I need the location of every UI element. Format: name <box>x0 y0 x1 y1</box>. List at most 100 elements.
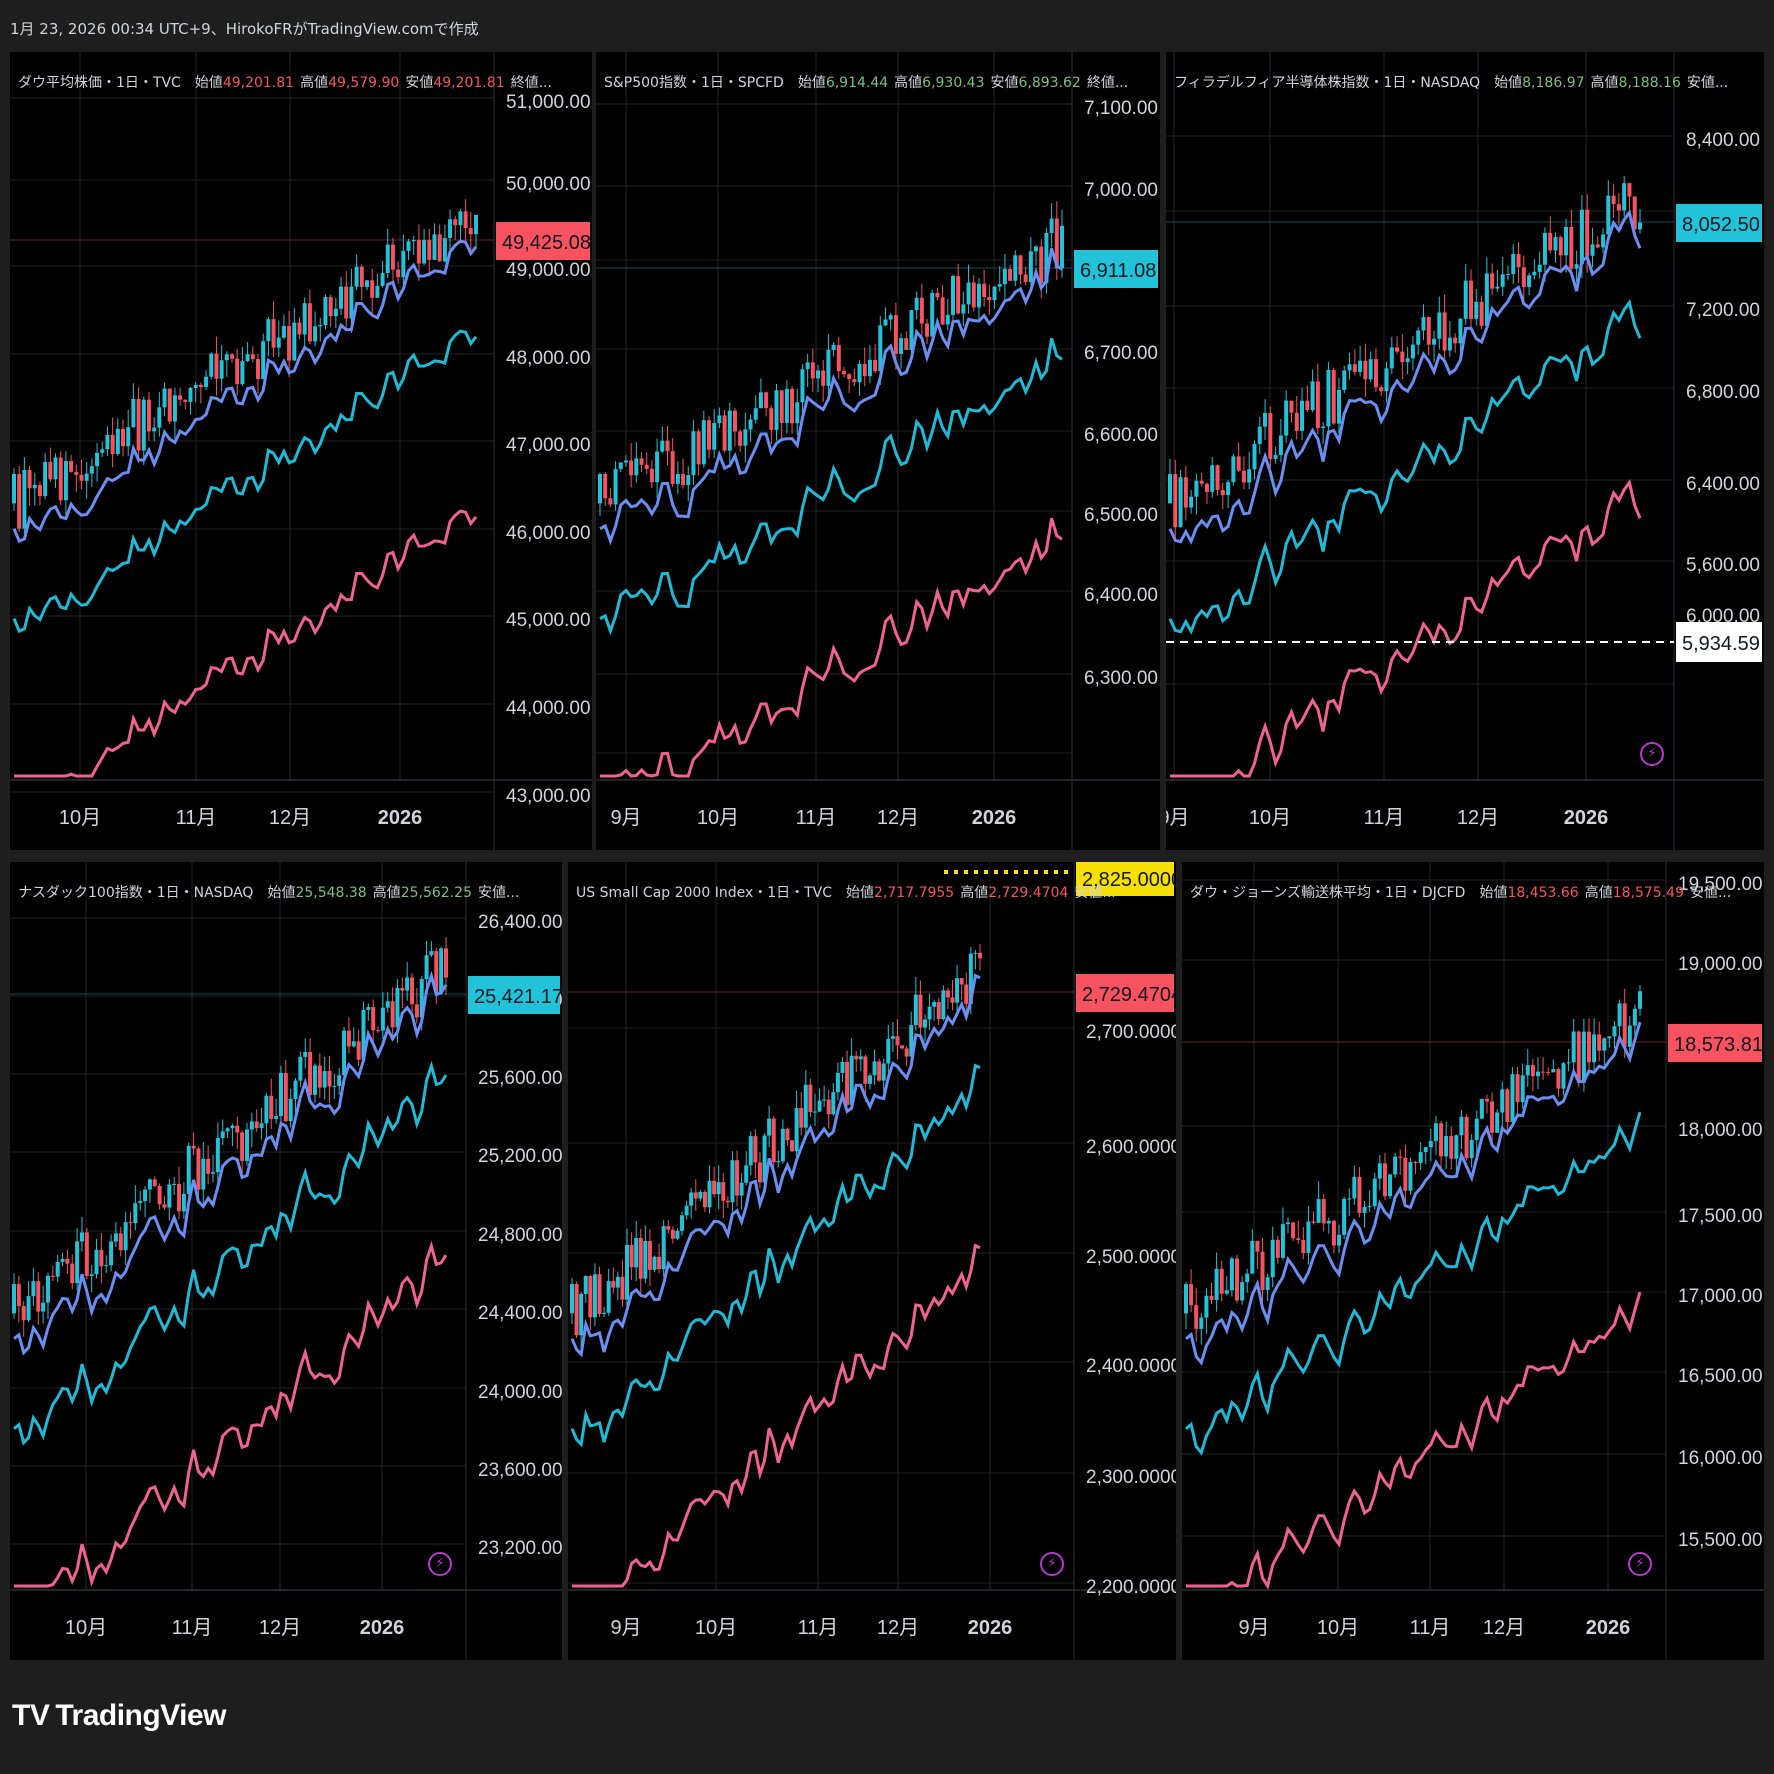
candle-body <box>1564 226 1569 256</box>
chart-canvas-sox[interactable]: 8,400.007,600.007,200.006,800.006,400.00… <box>1166 52 1764 850</box>
chart-canvas-nasdaq100[interactable]: 26,400.0026,000.0025,600.0025,200.0024,8… <box>10 862 562 1660</box>
candle-body <box>439 948 444 993</box>
ohlc-values: 始値18,453.66 高値18,575.49 安値... <box>1473 885 1731 901</box>
candle-body <box>1034 246 1039 252</box>
candle-body <box>1426 317 1431 345</box>
candle-body <box>769 408 774 430</box>
ohlc-label: 始値 <box>797 75 826 91</box>
candle-body <box>684 1205 689 1216</box>
candle-body <box>429 951 434 956</box>
candle-body <box>888 315 893 320</box>
candle-body <box>608 498 613 505</box>
chart-canvas-smallcap[interactable]: 2,700.0000 2,600.0000 2,500.0000 2,400.0000… <box>568 862 1176 1660</box>
candle-body <box>1331 1220 1336 1246</box>
candle-body <box>858 1056 863 1060</box>
chart-panel-dow[interactable]: 51,000.00 50,000.00 49,000.00 48,000.00 47,0… <box>10 52 592 850</box>
candle-body <box>204 376 209 387</box>
price-axis-label: 18,000.00 <box>1678 1120 1763 1141</box>
ohlc-value: 2,729.4704 <box>988 885 1069 901</box>
chart-panel-sp500[interactable]: 7,100.007,000.006,800.006,700.006,600.00… <box>596 52 1160 850</box>
candle-body <box>1321 426 1326 429</box>
candle-body <box>748 1136 753 1166</box>
candle-body <box>1405 358 1410 363</box>
time-axis-label: 11月 <box>798 1617 839 1639</box>
lightning-icon[interactable]: ⚡ <box>1040 1552 1064 1576</box>
candle-body <box>817 1100 822 1112</box>
chart-panel-sox[interactable]: 8,400.007,600.007,200.006,800.006,400.00… <box>1166 52 1764 850</box>
chart-canvas-dow[interactable]: 51,000.00 50,000.00 49,000.00 48,000.00 47,0… <box>10 52 592 850</box>
ohlc-value: 8,186.97 <box>1522 75 1585 91</box>
lightning-icon[interactable]: ⚡ <box>1628 1552 1652 1576</box>
candle-body <box>376 1030 381 1032</box>
candle-body <box>743 429 748 446</box>
chart-panel-smallcap[interactable]: 2,700.0000 2,600.0000 2,500.0000 2,400.0000… <box>568 862 1176 1660</box>
candle-body <box>1296 1238 1301 1240</box>
candle-body <box>1028 251 1033 283</box>
candle-body <box>283 1073 288 1122</box>
chart-panel-transports[interactable]: 19,500.00 19,000.00 18,000.00 17,500.00 17,0… <box>1182 862 1764 1660</box>
candle-body <box>822 1099 827 1101</box>
price-axis-label: 6,000.00 <box>1686 606 1760 627</box>
tradingview-brand: TradingView <box>55 1699 227 1732</box>
price-axis-label: 19,500.00 <box>1678 874 1763 895</box>
moving-average-line <box>12 239 478 544</box>
time-axis-label: 2026 <box>360 1617 405 1639</box>
candle-body <box>1586 1031 1591 1063</box>
candle-body <box>1454 1135 1459 1159</box>
lightning-icon[interactable]: ⚡ <box>1640 742 1664 766</box>
chart-canvas-sp500[interactable]: 7,100.007,000.006,800.006,700.006,600.00… <box>596 52 1160 850</box>
ohlc-label: 始値 <box>194 75 223 91</box>
candle-body <box>235 1125 240 1133</box>
candle-body <box>1541 1071 1546 1073</box>
moving-average-line <box>572 1243 981 1588</box>
candle-body <box>1571 1031 1576 1063</box>
candle-body <box>400 987 405 991</box>
candle-body <box>1278 435 1283 455</box>
candle-body <box>1220 490 1225 496</box>
candle-body <box>424 955 429 980</box>
candle-body <box>1215 465 1220 491</box>
candle-body <box>1189 1284 1194 1306</box>
candle-body <box>1326 1220 1331 1224</box>
candle-body <box>681 474 686 485</box>
candle-body <box>1352 1176 1357 1199</box>
candle-body <box>188 388 193 402</box>
candle-body <box>211 1172 216 1174</box>
candle-body <box>1418 1152 1423 1164</box>
ohlc-value: 49,201.81 <box>433 75 505 91</box>
candle-body <box>1013 255 1018 281</box>
candle-body <box>1377 1163 1382 1179</box>
candle-body <box>950 276 955 315</box>
candle-body <box>1199 480 1204 484</box>
candle-body <box>110 434 115 455</box>
candle-body <box>579 1293 584 1336</box>
ohlc-label: 高値 <box>372 885 401 901</box>
candle-body <box>136 398 141 451</box>
candle-body <box>1576 1031 1581 1083</box>
candle-body <box>354 266 359 287</box>
candle-body <box>670 1229 675 1239</box>
candle-body <box>618 462 623 470</box>
chart-panel-nasdaq100[interactable]: 26,400.0026,000.0025,600.0025,200.0024,8… <box>10 862 562 1660</box>
candle-body <box>79 474 84 481</box>
candle-body <box>872 1061 877 1076</box>
candle-body <box>799 1108 804 1128</box>
moving-average-line <box>12 329 478 634</box>
candle-body <box>128 1222 133 1224</box>
price-axis-label: 46,000.00 <box>506 523 591 544</box>
candle-body <box>58 457 63 501</box>
candle-body <box>281 326 286 338</box>
candle-body <box>1342 1198 1347 1235</box>
candle-body <box>240 1132 245 1161</box>
candle-body <box>956 276 961 314</box>
chart-canvas-transports[interactable]: 19,500.00 19,000.00 18,000.00 17,500.00 17,0… <box>1182 862 1764 1660</box>
price-axis-label: 17,500.00 <box>1678 1206 1763 1227</box>
candle-body <box>1458 318 1463 344</box>
candle-body <box>1464 1116 1469 1159</box>
price-axis-label: 23,600.00 <box>478 1460 562 1481</box>
candle-body <box>821 370 826 386</box>
candle-body <box>181 1193 186 1212</box>
lightning-icon[interactable]: ⚡ <box>428 1552 452 1576</box>
candle-body <box>890 1036 895 1039</box>
time-axis-label: 12月 <box>1483 1617 1525 1639</box>
